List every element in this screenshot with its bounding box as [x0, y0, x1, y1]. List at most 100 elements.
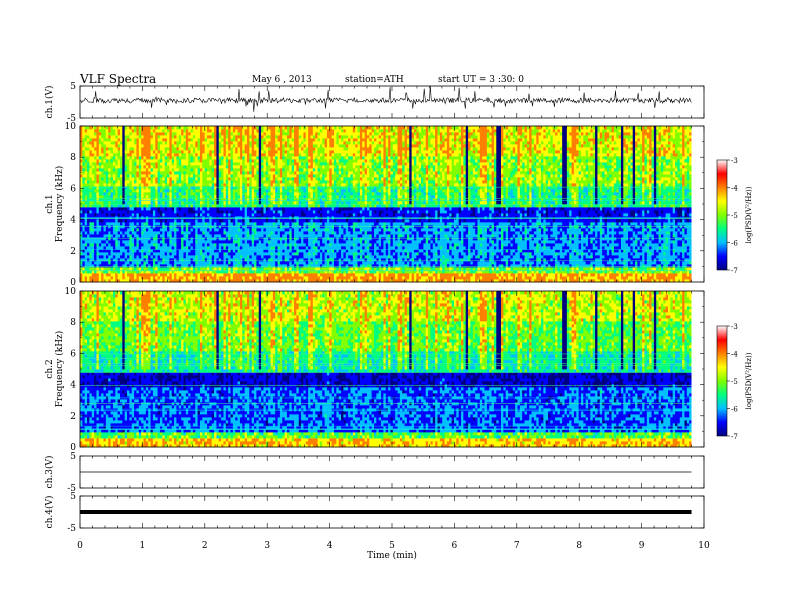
spectrogram-cell — [192, 144, 196, 148]
spectrogram-cell — [152, 201, 156, 205]
spectrogram-cell — [204, 228, 208, 232]
spectrogram-cell — [204, 177, 208, 181]
spectrogram-cell — [284, 180, 288, 184]
spectrogram-cell — [197, 270, 201, 274]
spectrogram-cell — [261, 207, 264, 211]
spectrogram-cell — [296, 189, 300, 193]
spectrogram-cell — [265, 135, 269, 139]
spectrogram-cell — [277, 141, 281, 145]
spectrogram-cell — [265, 192, 269, 196]
spectrogram-cell — [190, 144, 194, 148]
spectrogram-cell — [202, 258, 206, 262]
spectrogram-cell — [155, 156, 159, 160]
spectrogram-cell — [244, 180, 248, 184]
spectrogram-cell — [141, 165, 144, 169]
spectrogram-cell — [108, 186, 111, 190]
spectrogram-cell — [148, 267, 151, 271]
spectrogram-cell — [216, 228, 220, 232]
spectrogram-cell — [237, 243, 241, 247]
spectrogram-cell — [207, 126, 210, 130]
spectrogram-cell — [261, 210, 264, 214]
spectrogram-cell — [145, 267, 149, 271]
spectrogram-cell — [183, 195, 187, 199]
spectrogram-cell — [89, 270, 93, 274]
spectrogram-cell — [101, 147, 104, 151]
spectrogram-cell — [115, 264, 119, 268]
spectrogram-cell — [157, 159, 161, 163]
spectrogram-cell — [258, 138, 262, 142]
spectrogram-cell — [176, 132, 180, 136]
spectrogram-cell — [162, 270, 166, 274]
spectrogram-cell — [91, 270, 95, 274]
spectrogram-cell — [155, 243, 159, 247]
spectrogram-cell — [174, 180, 177, 184]
spectrogram-cell — [277, 201, 281, 205]
spectrogram-cell — [263, 234, 267, 238]
spectrogram-cell — [94, 252, 97, 256]
spectrogram-cell — [110, 144, 114, 148]
spectrogram-cell — [171, 258, 175, 262]
spectrogram-cell — [136, 189, 140, 193]
spectrogram-cell — [261, 135, 264, 139]
spectrogram-cell — [122, 129, 126, 133]
spectrogram-cell — [270, 234, 274, 238]
spectrogram-cell — [176, 126, 180, 130]
spectrogram-cell — [152, 261, 156, 265]
spectrogram-cell — [230, 135, 234, 139]
spectrogram-cell — [84, 240, 88, 244]
spectrogram-cell — [195, 177, 198, 181]
spectrogram-cell — [303, 183, 307, 187]
spectrogram-cell — [192, 135, 196, 139]
spectrogram-cell — [254, 249, 257, 253]
spectrogram-cell — [237, 261, 241, 265]
spectrogram-cell — [134, 222, 137, 226]
spectrogram-cell — [249, 150, 253, 154]
spectrogram-cell — [82, 210, 86, 214]
spectrogram-cell — [199, 132, 203, 136]
spectrogram-cell — [181, 138, 184, 142]
spectrogram-cell — [251, 270, 255, 274]
spectrogram-cell — [246, 165, 250, 169]
spectrogram-cell — [223, 252, 227, 256]
spectrogram-cell — [190, 159, 194, 163]
spectrogram-cell — [202, 204, 206, 208]
spectrogram-cell — [237, 207, 241, 211]
spectrogram-cell — [225, 180, 229, 184]
spectrogram-cell — [218, 258, 222, 262]
spectrogram-cell — [162, 258, 166, 262]
spectrogram-cell — [91, 240, 95, 244]
spectrogram-cell — [289, 147, 293, 151]
spectrogram-cell — [80, 147, 83, 151]
spectrogram-cell — [117, 159, 121, 163]
spectrogram-cell — [119, 168, 123, 172]
spectrogram-cell — [202, 159, 206, 163]
spectrogram-cell — [188, 168, 191, 172]
spectrogram-cell — [108, 234, 111, 238]
spectrogram-cell — [190, 222, 194, 226]
spectrogram-cell — [272, 279, 276, 283]
spectrogram-cell — [289, 234, 293, 238]
spectrogram-cell — [211, 159, 215, 163]
spectrogram-cell — [141, 228, 144, 232]
spectrogram-cell — [94, 150, 97, 154]
spectrogram-cell — [199, 150, 203, 154]
spectrogram-cell — [155, 273, 159, 277]
spectrogram-cell — [103, 270, 107, 274]
spectrogram-cell — [282, 249, 286, 253]
spectrogram-cell — [209, 168, 213, 172]
spectrogram-cell — [249, 243, 253, 247]
spectrogram-cell — [98, 192, 102, 196]
spectrogram-cell — [251, 177, 255, 181]
spectrogram-cell — [167, 153, 170, 157]
spectrogram-cell — [277, 180, 281, 184]
spectrogram-cell — [131, 261, 135, 265]
spectrogram-cell — [192, 210, 196, 214]
spectrogram-cell — [185, 129, 189, 133]
spectrogram-cell — [164, 213, 168, 217]
spectrogram-cell — [181, 147, 184, 151]
spectrogram-cell — [303, 249, 307, 253]
spectrogram-cell — [84, 219, 88, 223]
spectrogram-cell — [138, 246, 142, 250]
spectrogram-cell — [249, 201, 253, 205]
spectrogram-cell — [235, 264, 238, 268]
